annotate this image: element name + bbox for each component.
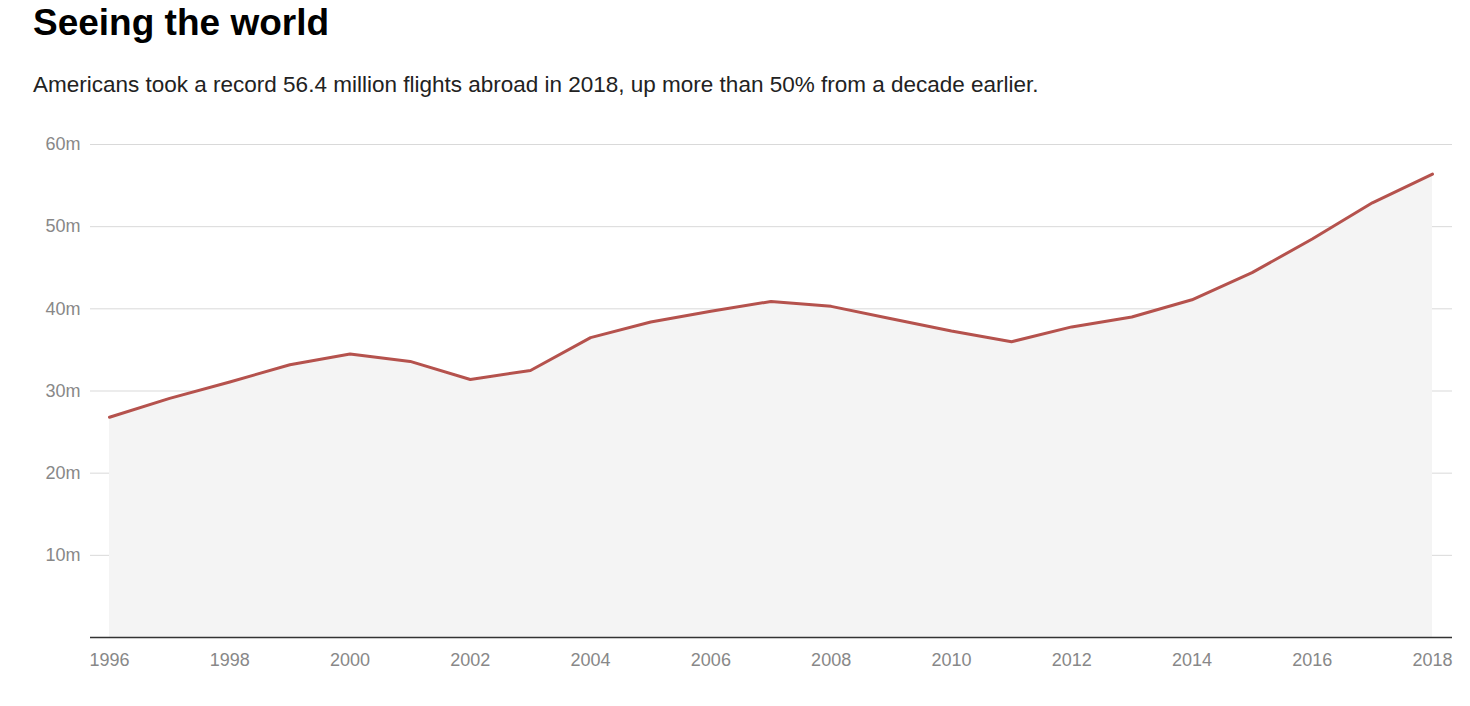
- svg-text:60m: 60m: [45, 134, 80, 154]
- svg-text:2002: 2002: [450, 650, 490, 670]
- svg-text:1996: 1996: [89, 650, 129, 670]
- svg-text:1998: 1998: [210, 650, 250, 670]
- svg-text:2018: 2018: [1412, 650, 1452, 670]
- svg-text:2000: 2000: [330, 650, 370, 670]
- svg-text:2006: 2006: [691, 650, 731, 670]
- svg-text:10m: 10m: [45, 545, 80, 565]
- svg-text:2008: 2008: [811, 650, 851, 670]
- svg-text:2010: 2010: [931, 650, 971, 670]
- html-text:Seeing the world: Seeing the world: [33, 2, 329, 43]
- svg-text:2012: 2012: [1052, 650, 1092, 670]
- svg-text:40m: 40m: [45, 299, 80, 319]
- svg-text:20m: 20m: [45, 463, 80, 483]
- html-text:Americans took a record 56.4 m: Americans took a record 56.4 million fli…: [33, 72, 1039, 97]
- svg-text:2014: 2014: [1172, 650, 1212, 670]
- svg-text:2004: 2004: [571, 650, 611, 670]
- svg-text:30m: 30m: [45, 381, 80, 401]
- svg-text:2016: 2016: [1292, 650, 1332, 670]
- svg-text:50m: 50m: [45, 216, 80, 236]
